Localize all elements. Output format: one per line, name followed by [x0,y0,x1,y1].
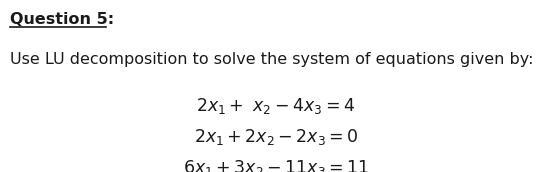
Text: $2x_1 + 2x_2 - 2x_3 = 0$: $2x_1 + 2x_2 - 2x_3 = 0$ [194,127,358,147]
Text: $2x_1 +\ x_2 - 4x_3 = 4$: $2x_1 +\ x_2 - 4x_3 = 4$ [197,96,355,116]
Text: Question 5:: Question 5: [10,12,114,27]
Text: $6x_1 + 3x_2 - 11x_3 = 11$: $6x_1 + 3x_2 - 11x_3 = 11$ [183,158,369,172]
Text: Use LU decomposition to solve the system of equations given by:: Use LU decomposition to solve the system… [10,52,533,67]
